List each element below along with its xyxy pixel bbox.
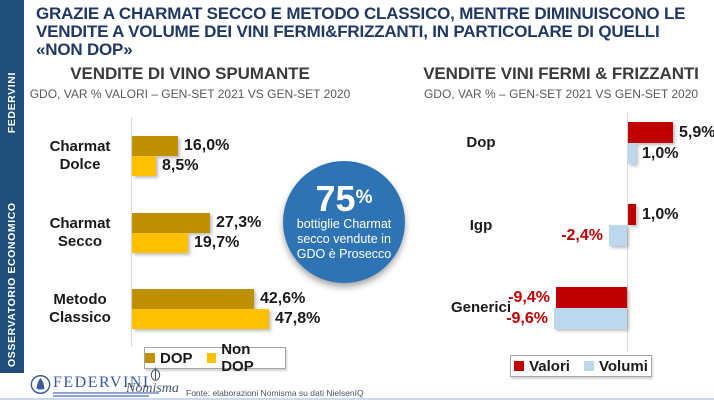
dop-swatch xyxy=(145,353,155,363)
bar-non-dop xyxy=(132,309,269,329)
category-label-line: Generici xyxy=(450,299,512,316)
callout-text-line-2: secco vendute in xyxy=(297,231,391,246)
slide-title-line-2: VENDITE A VOLUME DEI VINI FERMI&FRIZZANT… xyxy=(36,22,660,41)
federvini-logo-smallprint xyxy=(53,395,149,397)
bar-value-label: 47,8% xyxy=(275,310,321,327)
category-label-line: Metodo xyxy=(53,291,107,308)
bar-valori xyxy=(556,287,627,308)
federvini-logo: FEDERVINI xyxy=(30,374,159,397)
prosecco-callout: 75% bottiglie Charmat secco vendute in G… xyxy=(283,161,405,283)
right-chart-legend: Valori Volumi xyxy=(510,355,652,377)
bar-volumi xyxy=(609,225,627,246)
category-label-line: Charmat xyxy=(49,138,111,155)
callout-text-line-1: bottiglie Charmat xyxy=(296,216,392,231)
slide-title: GRAZIE A CHARMAT SECCO E METODO CLASSICO… xyxy=(36,5,708,59)
sidebar-text-federvini: FEDERVINI xyxy=(6,72,18,134)
federvini-logo-smallprint xyxy=(53,392,159,394)
bar-volumi xyxy=(554,308,627,329)
legend-item-valori: Valori xyxy=(514,358,570,375)
federvini-logo-text: FEDERVINI xyxy=(53,374,150,391)
bar-dop xyxy=(132,136,178,156)
legend-item-volumi: Volumi xyxy=(583,357,648,375)
slide-title-line-1: GRAZIE A CHARMAT SECCO E METODO CLASSICO… xyxy=(36,4,686,23)
bar-value-label: 16,0% xyxy=(184,137,230,154)
bottom-divider xyxy=(0,398,714,400)
bar-value-label: 1,0% xyxy=(642,206,679,223)
bar-non-dop xyxy=(132,156,156,176)
bar-volumi xyxy=(628,143,636,164)
federvini-eagle-icon xyxy=(30,375,51,394)
category-label: Charmat Dolce xyxy=(34,138,126,174)
federvini-logo-text-block: FEDERVINI xyxy=(53,374,159,397)
bar-dop xyxy=(132,213,210,233)
bar-value-label: 1,0% xyxy=(642,145,679,162)
callout-value: 75% xyxy=(315,177,373,219)
left-chart-subtitle: GDO, VAR % VALORI – GEN-SET 2021 VS GEN-… xyxy=(29,87,351,101)
bar-value-label: 5,9% xyxy=(679,124,714,141)
bar-dop xyxy=(132,289,254,309)
category-label-line: Dop xyxy=(466,134,496,151)
sidebar-text-osservatorio: OSSERVATORIO ECONOMICO xyxy=(6,202,18,367)
nomisma-crest-icon xyxy=(150,367,161,381)
sidebar-vertical-text: OSSERVATORIO ECONOMICO FEDERVINI xyxy=(0,0,24,373)
category-label: Charmat Secco xyxy=(34,215,126,251)
slide-title-line-3: «NON DOP» xyxy=(36,40,133,59)
category-label: Dop xyxy=(426,134,536,152)
bar-value-label: -2,4% xyxy=(561,227,603,244)
category-label-line: Charmat xyxy=(49,215,111,232)
category-label: Metodo Classico xyxy=(34,291,126,327)
legend-item-non-dop: Non DOP xyxy=(206,341,285,375)
non-dop-swatch xyxy=(206,353,217,363)
source-note: Fonte: elaborazioni Nomisma su dati Niel… xyxy=(186,388,364,398)
bar-value-label: -9,4% xyxy=(508,289,550,306)
callout-text-line-3: GDO è Prosecco xyxy=(296,246,392,261)
bar-value-label: 42,6% xyxy=(260,290,306,307)
bar-value-label: 8,5% xyxy=(162,157,199,174)
bar-value-label: 27,3% xyxy=(216,214,262,231)
volumi-swatch xyxy=(583,361,594,371)
category-label-line: Dolce xyxy=(59,156,101,173)
category-label-line: Secco xyxy=(57,233,103,250)
legend-label-dop: DOP xyxy=(160,349,193,367)
bar-non-dop xyxy=(132,233,188,253)
legend-item-dop: DOP xyxy=(145,350,193,367)
category-label: Igp xyxy=(426,217,536,235)
right-chart-title: VENDITE VINI FERMI & FRIZZANTI xyxy=(423,64,699,83)
bar-value-label: -9,6% xyxy=(506,310,548,327)
valori-swatch xyxy=(514,361,525,371)
bar-valori xyxy=(628,204,636,225)
bar-valori xyxy=(628,122,673,143)
legend-label-volumi: Volumi xyxy=(598,357,648,375)
left-chart-legend: DOP Non DOP xyxy=(144,341,286,375)
nomisma-logo-text: Nomisma xyxy=(126,381,179,396)
legend-label-valori: Valori xyxy=(529,357,570,375)
category-label-line: Igp xyxy=(469,217,493,234)
right-chart-axis xyxy=(627,112,628,352)
category-label: Generici xyxy=(426,299,536,317)
left-chart-title: VENDITE DI VINO SPUMANTE xyxy=(70,64,310,83)
category-label-line: Classico xyxy=(49,309,111,326)
bar-value-label: 19,7% xyxy=(194,234,240,251)
sidebar: OSSERVATORIO ECONOMICO FEDERVINI xyxy=(0,0,24,373)
left-chart-axis xyxy=(131,117,132,347)
right-chart-subtitle: GDO, VAR % – GEN-SET 2021 VS GEN-SET 202… xyxy=(423,87,699,101)
legend-label-non-dop: Non DOP xyxy=(221,341,254,375)
